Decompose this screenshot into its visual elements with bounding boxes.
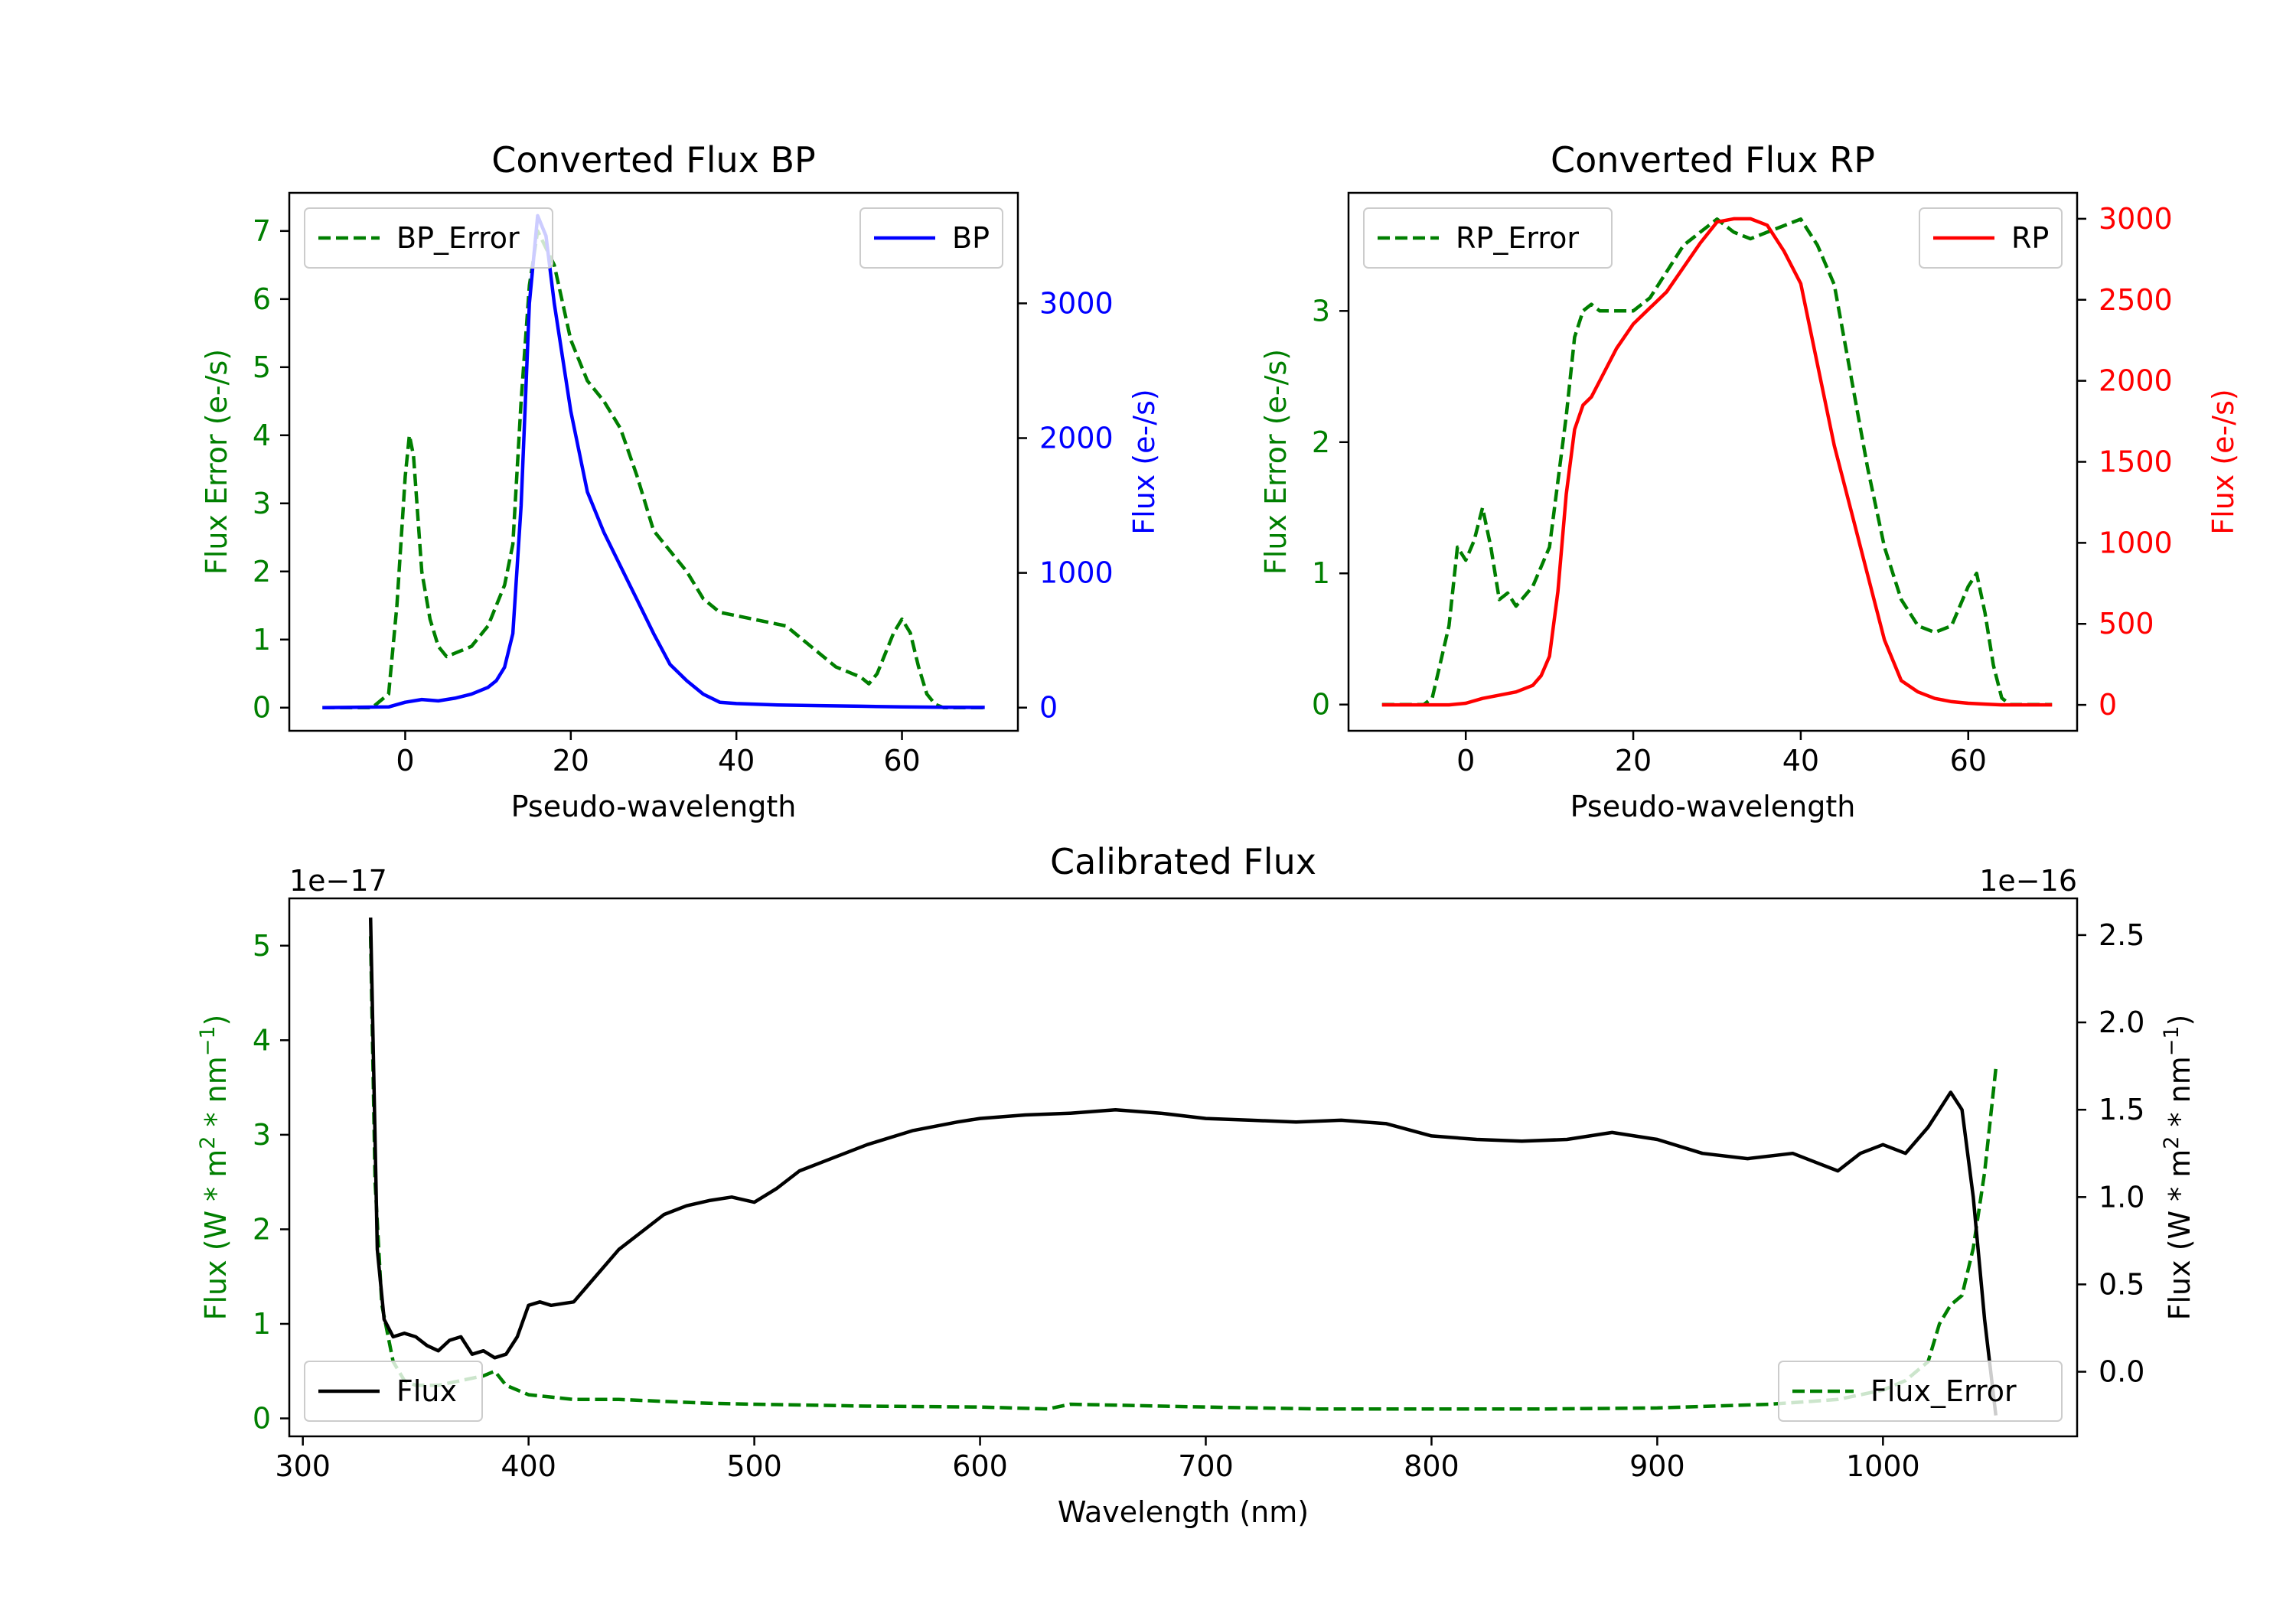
series-line-flux-error xyxy=(368,936,1998,1411)
chart-title: Converted Flux BP xyxy=(491,139,816,181)
y-left-tick-label: 2 xyxy=(1312,425,1330,459)
y-left-tick-label: 4 xyxy=(253,1023,271,1057)
y-left-tick-label: 5 xyxy=(253,350,271,384)
y-left-tick-label: 7 xyxy=(253,214,271,248)
y-left-tick-label: 1 xyxy=(1312,556,1330,590)
y-left-tick-label: 1 xyxy=(253,1307,271,1341)
y-left-tick-label: 3 xyxy=(253,1118,271,1152)
y-left-axis-label: Flux Error (e-/s) xyxy=(200,349,233,575)
y-right-tick-label: 3000 xyxy=(1039,286,1114,320)
y-right-tick-label: 0.0 xyxy=(2099,1355,2144,1389)
y-right-tick-label: 1000 xyxy=(1039,556,1114,590)
legend-bp-error: BP_Error xyxy=(304,207,553,269)
x-tick-label: 900 xyxy=(1629,1449,1685,1483)
axes-frame xyxy=(1347,191,2079,732)
series-line-flux xyxy=(368,918,1998,1416)
x-tick-label: 40 xyxy=(718,744,755,777)
y-left-tick-label: 3 xyxy=(253,487,271,520)
y-left-tick-label: 2 xyxy=(253,1212,271,1246)
legend-box xyxy=(1363,207,1613,269)
y-right-axis-label: Flux (e-/s) xyxy=(2206,389,2240,534)
chart-title: Converted Flux RP xyxy=(1551,139,1875,181)
y-right-tick-label: 1000 xyxy=(2099,526,2173,559)
x-tick-label: 0 xyxy=(396,744,414,777)
y-left-axis-label: Flux (W * m2 * nm−1) xyxy=(196,1015,233,1321)
y-right-tick-label: 2.5 xyxy=(2099,918,2144,952)
x-tick-label: 0 xyxy=(1456,744,1475,777)
y-left-tick-label: 6 xyxy=(253,282,271,316)
y-left-tick-label: 2 xyxy=(253,555,271,588)
legend-label: Flux xyxy=(396,1374,457,1408)
y-right-tick-label: 500 xyxy=(2099,607,2154,641)
legend-rp: RP xyxy=(1919,207,2063,269)
legend-box xyxy=(1778,1361,2063,1422)
x-tick-label: 300 xyxy=(275,1449,331,1483)
y-right-tick-label: 3000 xyxy=(2099,202,2173,236)
x-axis-label: Wavelength (nm) xyxy=(1058,1495,1309,1529)
y-right-tick-label: 2000 xyxy=(1039,422,1114,455)
legend-label: RP xyxy=(2011,221,2049,255)
y-left-tick-label: 1 xyxy=(253,623,271,657)
chart-title: Calibrated Flux xyxy=(1050,841,1316,882)
x-tick-label: 800 xyxy=(1404,1449,1459,1483)
y-right-offset-text: 1e−16 xyxy=(1979,864,2077,898)
y-right-tick-label: 0.5 xyxy=(2099,1267,2144,1301)
y-left-tick-label: 0 xyxy=(253,1402,271,1436)
x-axis-label: Pseudo-wavelength xyxy=(1570,790,1856,823)
x-tick-label: 500 xyxy=(726,1449,782,1483)
x-tick-label: 700 xyxy=(1178,1449,1234,1483)
x-tick-label: 40 xyxy=(1782,744,1819,777)
legend-box xyxy=(304,207,553,269)
legend-bp: BP xyxy=(859,207,1003,269)
legend-flux: Flux xyxy=(304,1361,483,1422)
y-right-tick-label: 0 xyxy=(1039,691,1058,725)
axes-frame xyxy=(288,897,2079,1438)
y-right-tick-label: 1.5 xyxy=(2099,1093,2144,1126)
x-axis-label: Pseudo-wavelength xyxy=(511,790,797,823)
y-right-tick-label: 1.0 xyxy=(2099,1180,2144,1214)
y-left-offset-text: 1e−17 xyxy=(289,864,387,898)
series-line-bp xyxy=(322,214,985,709)
x-tick-label: 20 xyxy=(1615,744,1652,777)
x-tick-label: 1000 xyxy=(1846,1449,1920,1483)
series-line-rp xyxy=(1381,217,2053,707)
legend-flux-error: Flux_Error xyxy=(1778,1361,2063,1422)
y-left-tick-label: 4 xyxy=(253,419,271,452)
legend-label: Flux_Error xyxy=(1870,1374,2017,1408)
y-right-axis-label: Flux (e-/s) xyxy=(1127,389,1161,534)
y-left-tick-label: 3 xyxy=(1312,294,1330,328)
y-right-axis-label: Flux (W * m2 * nm−1) xyxy=(2160,1015,2197,1321)
y-left-tick-label: 0 xyxy=(1312,688,1330,722)
x-tick-label: 600 xyxy=(952,1449,1008,1483)
legend-rp-error: RP_Error xyxy=(1363,207,1613,269)
legend-label: BP_Error xyxy=(396,221,520,255)
x-tick-label: 400 xyxy=(501,1449,556,1483)
y-right-tick-label: 2.0 xyxy=(2099,1006,2144,1039)
x-tick-label: 20 xyxy=(553,744,589,777)
y-left-axis-label: Flux Error (e-/s) xyxy=(1259,349,1293,575)
y-left-tick-label: 0 xyxy=(253,691,271,725)
y-right-tick-label: 0 xyxy=(2099,688,2117,722)
y-right-tick-label: 2500 xyxy=(2099,283,2173,317)
legend-box xyxy=(304,1361,483,1422)
x-tick-label: 60 xyxy=(883,744,920,777)
legend-label: RP_Error xyxy=(1456,221,1579,255)
y-right-tick-label: 1500 xyxy=(2099,445,2173,479)
series-line-rp-error xyxy=(1381,217,2053,706)
y-left-tick-label: 5 xyxy=(253,929,271,963)
y-right-tick-label: 2000 xyxy=(2099,364,2173,398)
series-line-bp-error xyxy=(322,229,985,709)
x-tick-label: 60 xyxy=(1950,744,1987,777)
axes-frame xyxy=(288,191,1019,732)
legend-label: BP xyxy=(952,221,990,255)
